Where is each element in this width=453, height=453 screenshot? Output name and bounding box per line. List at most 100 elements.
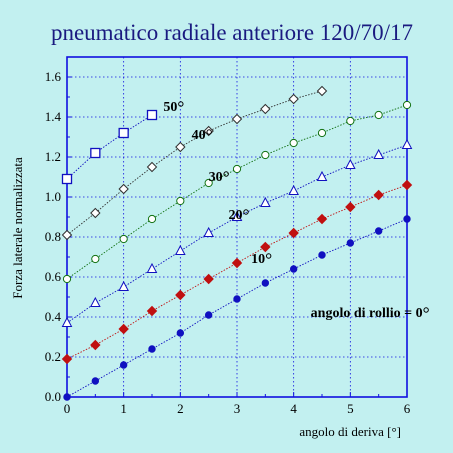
data-point (316, 85, 328, 97)
series-4: 40 (61, 85, 328, 241)
data-point (90, 147, 101, 159)
data-point (118, 323, 129, 335)
data-point (146, 305, 158, 317)
data-point (346, 116, 355, 126)
x-tick-label: 6 (404, 401, 411, 416)
data-point (289, 138, 298, 148)
data-point (119, 234, 128, 244)
plot-area: 0 1 2 3 4 5 6 0.0 0.2 0.4 0.6 0.8 1.0 1.2 1.4 1.6 angolo… (45, 56, 429, 416)
data-point (316, 170, 328, 181)
x-tick-label: 4 (290, 401, 297, 416)
data-point (316, 213, 328, 225)
data-point (146, 109, 158, 121)
data-point (374, 227, 383, 235)
data-point (374, 110, 383, 120)
data-point (318, 251, 326, 259)
data-point (260, 241, 271, 253)
data-point (91, 254, 100, 264)
data-point (61, 353, 73, 365)
data-point (175, 244, 186, 255)
data-point (62, 274, 72, 284)
data-point (176, 329, 185, 337)
data-point (231, 257, 243, 269)
data-point (403, 215, 411, 223)
data-point (118, 183, 129, 195)
series-2: 20 (61, 138, 413, 327)
degree-mark (423, 307, 429, 313)
data-point (63, 393, 71, 401)
series-line (66, 90, 323, 236)
data-point (402, 100, 412, 110)
data-point (288, 184, 299, 195)
y-tick-label: 1.6 (45, 69, 62, 84)
degree-mark (178, 101, 184, 107)
series-1: 10 (61, 179, 413, 365)
data-point (260, 103, 271, 115)
data-point (345, 201, 356, 213)
x-tick-label: 3 (234, 401, 241, 416)
data-point (401, 138, 413, 149)
y-tick-label: 1.2 (45, 149, 61, 164)
data-point (61, 173, 73, 185)
data-point (91, 377, 100, 385)
x-tick-label: 0 (64, 401, 71, 416)
x-tick-label: 5 (347, 401, 354, 416)
data-point (289, 265, 298, 273)
data-point (346, 239, 355, 247)
data-point (261, 279, 270, 287)
data-point (261, 150, 270, 160)
data-point (90, 207, 101, 219)
data-point (176, 196, 185, 206)
plot-frame (66, 56, 408, 398)
x-tick-label: 1 (120, 401, 127, 416)
x-tick-label: 2 (177, 401, 184, 416)
x-axis-label: angolo di deriva [°] (299, 424, 401, 439)
data-point (119, 361, 128, 369)
data-point (61, 316, 73, 327)
series-5: 50 (61, 100, 184, 185)
data-point (401, 179, 413, 191)
data-point (345, 158, 356, 169)
y-tick-label: 0.4 (45, 309, 62, 324)
data-point (232, 164, 242, 174)
data-point (146, 161, 158, 173)
data-point (175, 141, 186, 153)
data-point (231, 113, 243, 125)
series-label: 50 (163, 100, 177, 115)
series-label: 10 (251, 252, 265, 267)
series-label: angolo di rollio = 0 (311, 306, 423, 321)
degree-mark (265, 253, 272, 259)
data-point (90, 339, 101, 351)
data-point (146, 262, 158, 273)
y-axis-label: Forza laterale normalizzata (10, 157, 25, 299)
data-point (118, 127, 129, 139)
series-line (66, 114, 153, 180)
data-point (118, 280, 129, 291)
data-point (260, 196, 271, 207)
series-label: 40 (192, 128, 206, 143)
series-label: 30 (209, 170, 223, 185)
y-tick-label: 0.8 (45, 229, 61, 244)
data-point (204, 178, 213, 188)
data-point (288, 227, 299, 239)
data-point (231, 210, 243, 221)
data-point (90, 296, 101, 307)
data-point (203, 226, 214, 237)
data-point (61, 229, 73, 241)
data-point (203, 273, 214, 285)
data-point (373, 148, 384, 159)
degree-mark (223, 171, 229, 177)
data-point (317, 128, 327, 138)
series-label: 20 (229, 208, 243, 223)
data-point (204, 311, 213, 319)
data-point (233, 295, 241, 303)
series-0: angolo di rollio = 0 (63, 215, 429, 401)
degree-mark (243, 209, 249, 215)
data-point (373, 189, 384, 201)
y-tick-label: 1.4 (45, 109, 62, 124)
y-tick-label: 1.0 (45, 189, 61, 204)
chart-title: pneumatico radiale anteriore 120/70/17 (51, 20, 413, 45)
data-point (148, 345, 156, 353)
degree-mark (206, 129, 212, 135)
